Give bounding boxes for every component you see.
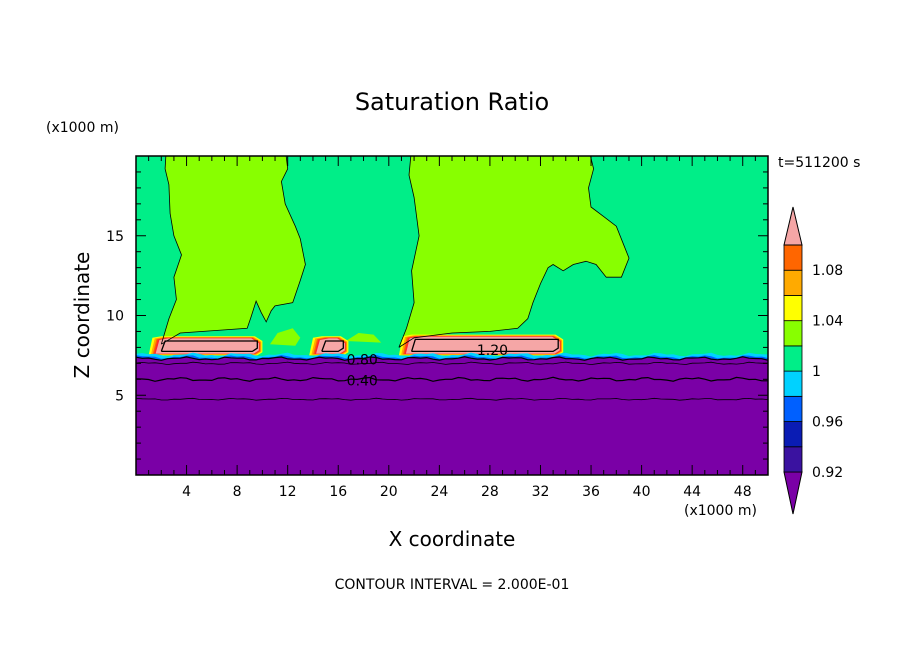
contour-1.20-supersaturated-cell-3: [410, 338, 559, 353]
y-tick-label: 15: [106, 229, 124, 245]
contour-line-0.60: [136, 361, 768, 366]
x-tick-label: 8: [233, 484, 242, 500]
contour-label: 0.80: [347, 353, 378, 369]
colorbar-segment: [783, 269, 803, 296]
x-axis: 4 8 12 16 20 24 28 32 36 40 44 48: [148, 156, 756, 500]
x-tick-label: 12: [279, 484, 297, 500]
y-tick-label: 5: [115, 388, 124, 404]
contour-interval-label: CONTOUR INTERVAL = 2.000E-01: [334, 577, 570, 593]
x-tick-label: 40: [633, 484, 651, 500]
x-unit-label: (x1000 m): [684, 503, 757, 519]
halo-4: [405, 336, 560, 354]
y-tick-label: 10: [106, 309, 124, 325]
x-tick-label: 32: [532, 484, 550, 500]
x-tick-label: 24: [430, 484, 448, 500]
colorbar-label: 1.04: [812, 314, 843, 330]
cloud-plume-1: [161, 156, 306, 345]
cloud-plume-2: [398, 156, 629, 348]
contour-labels: 0.40 0.80 1.20: [347, 343, 508, 389]
cloud-patch-1: [345, 333, 382, 343]
x-tick-label: 44: [683, 484, 701, 500]
x-axis-label: X coordinate: [388, 527, 516, 551]
contour-1.20-supersaturated-cell-2: [321, 340, 344, 353]
contour-line-0.40: [136, 376, 768, 382]
supersaturated-cell-2: [309, 336, 349, 356]
x-tick-label: 16: [329, 484, 347, 500]
colorbar: 0.92 0.96 1 1.04 1.08: [783, 206, 843, 515]
colorbar-segment: [783, 244, 803, 271]
halo-4: [155, 338, 259, 354]
colorbar-segment: [783, 421, 803, 448]
colorbar-label: 0.96: [812, 415, 843, 431]
contour-field: [136, 156, 768, 475]
x-tick-label: 20: [380, 484, 398, 500]
contour-label: 0.40: [347, 373, 378, 389]
cloud-patch-2: [270, 328, 301, 346]
contour-lines: [136, 156, 768, 401]
x-tick-label: 4: [182, 484, 191, 500]
colorbar-segment: [783, 295, 803, 322]
colorbar-segment: [783, 345, 803, 372]
chart-title: Saturation Ratio: [354, 88, 550, 116]
subsaturated-layer: [136, 356, 768, 475]
contour-line-0.80: [136, 356, 768, 361]
contour-label: 1.20: [477, 343, 508, 359]
x-tick-label: 36: [582, 484, 600, 500]
colorbar-segment: [783, 395, 803, 422]
contour-line-0.20: [136, 397, 768, 401]
colorbar-label: 0.92: [812, 465, 843, 481]
x-tick-label: 48: [734, 484, 752, 500]
contour-plume-1: [160, 156, 306, 345]
colorbar-label: 1.08: [812, 263, 843, 279]
supersaturated-cell-1: [148, 336, 263, 356]
colorbar-min-arrow: [783, 471, 803, 515]
x-tick-label: 28: [481, 484, 499, 500]
z-unit-label: (x1000 m): [46, 120, 119, 136]
colorbar-segment: [783, 370, 803, 397]
halo-4: [316, 338, 345, 354]
contour-plume-2: [398, 156, 630, 348]
colorbar-max-arrow: [783, 206, 803, 246]
y-axis: 5 10 15: [106, 171, 768, 460]
colorbar-segment: [783, 446, 803, 473]
colorbar-segment: [783, 320, 803, 347]
colorbar-label: 1: [812, 364, 821, 380]
time-label: t=511200 s: [778, 155, 861, 171]
contour-1.20-supersaturated-cell-1: [160, 340, 258, 353]
